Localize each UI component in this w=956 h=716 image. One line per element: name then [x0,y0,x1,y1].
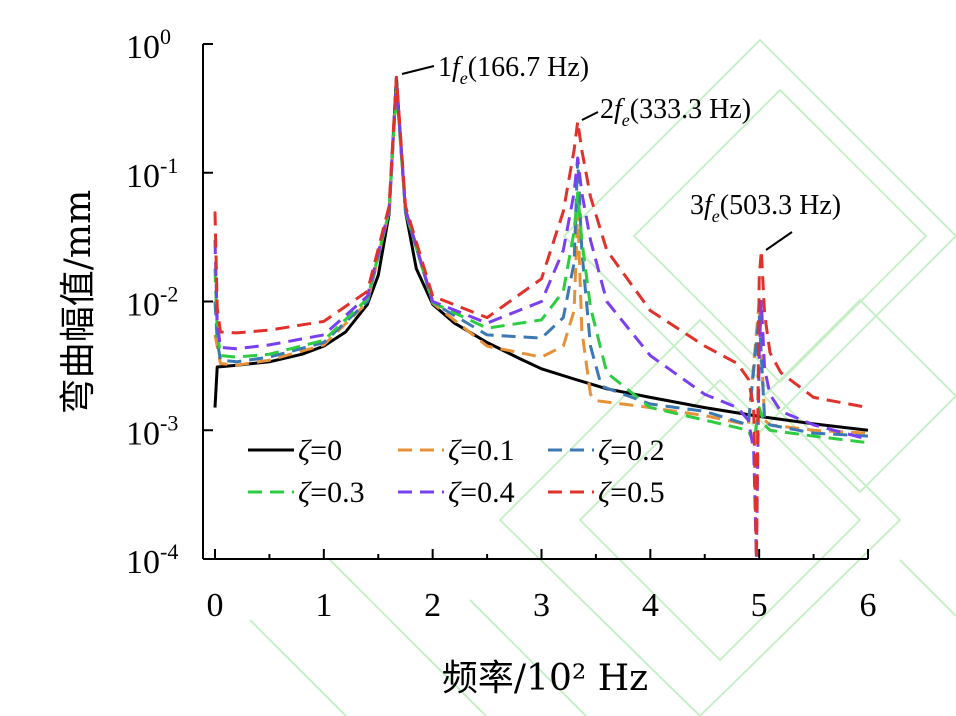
annotation-leader-line [765,231,793,251]
series-lines [213,75,869,561]
annotation-leader-line [581,111,599,121]
legend-label: ζ=0.3 [298,476,365,509]
annotation-label: 3fe(503.3 Hz) [690,190,841,226]
legend-label: ζ=0.2 [598,434,665,467]
y-tick-label: 10-2 [126,282,178,324]
series-line-3 [213,87,869,445]
x-tick-label: 2 [424,587,441,624]
x-tick-label: 5 [751,587,768,624]
x-tick-label: 0 [207,587,224,624]
legend: ζ=0 ζ=0.1 ζ=0.2 ζ=0.3 ζ=0.4 ζ=0.5 [248,434,665,509]
annotation-leader-line [401,65,435,75]
legend-label: ζ=0 [298,434,342,467]
legend-label: ζ=0.1 [448,434,515,467]
series-line-4 [213,81,869,561]
legend-label: ζ=0.4 [448,476,515,509]
peak-annotations: 1fe(166.7 Hz) 2fe(333.3 Hz) 3fe(503.3 Hz) [401,52,841,251]
annotation-label: 2fe(333.3 Hz) [600,94,751,130]
x-tick-label: 4 [642,587,659,624]
y-tick-label: 10-4 [126,539,178,581]
series-line-5 [213,75,869,561]
axis-ticks [203,43,869,560]
series-line-1 [213,81,869,435]
y-tick-label: 10-1 [126,153,178,195]
y-tick-label: 10-3 [126,410,178,452]
annotation-label: 1fe(166.7 Hz) [438,52,589,88]
y-tick-labels: 100 10-1 10-2 10-3 10-4 [126,24,178,581]
x-tick-labels: 0 1 2 3 4 5 6 [207,587,877,624]
x-tick-label: 1 [315,587,332,624]
series-line-0 [213,75,869,432]
y-axis-title: 弯曲幅值/mm [58,190,99,414]
x-tick-label: 3 [533,587,550,624]
x-tick-label: 6 [860,587,877,624]
legend-label: ζ=0.5 [598,476,665,509]
x-axis-title: 频率/10² Hz [442,658,648,699]
series-line-2 [213,81,869,438]
y-tick-label: 100 [126,24,171,66]
watermark-pattern [249,38,956,716]
